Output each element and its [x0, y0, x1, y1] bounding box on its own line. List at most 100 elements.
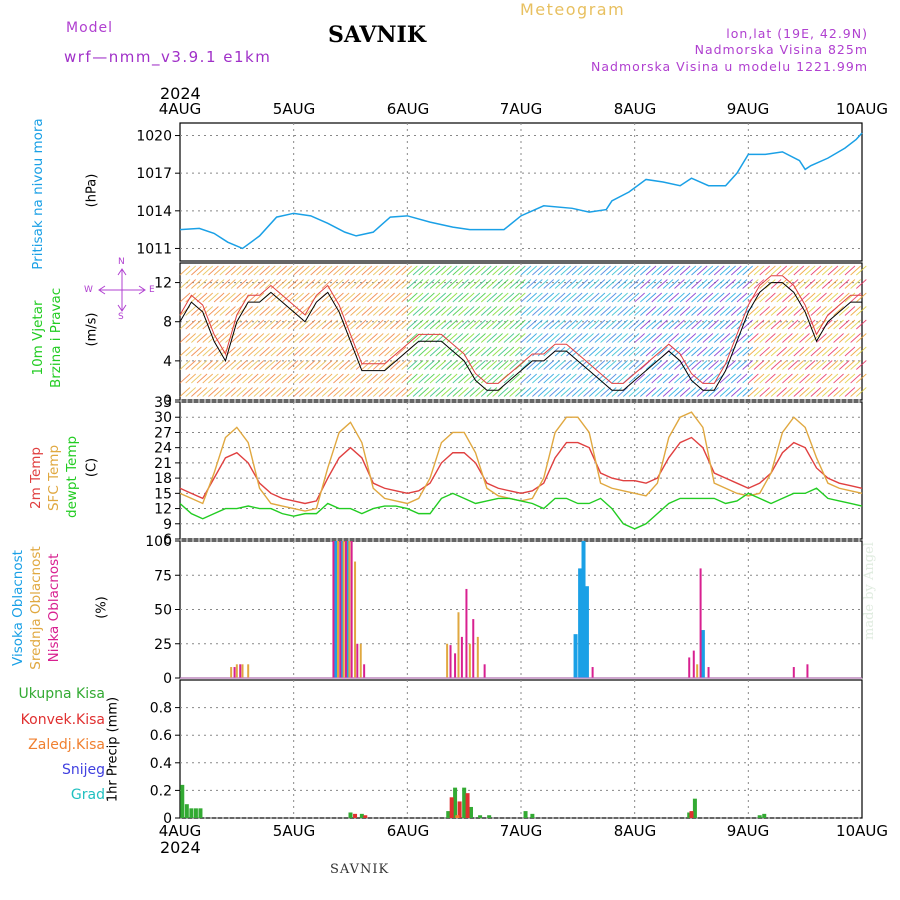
wind-barb — [702, 265, 714, 276]
wind-barb — [748, 306, 759, 316]
wind-barb — [668, 279, 680, 289]
wind-barb — [617, 292, 628, 303]
wind-barb — [338, 333, 350, 343]
wind-barb — [236, 265, 248, 276]
wind-barb — [702, 333, 714, 343]
y-tick-label: 12 — [154, 276, 172, 292]
wind-barb — [196, 360, 208, 370]
wind-barb — [355, 319, 367, 330]
wind-barb — [782, 306, 793, 316]
precip-bar — [180, 784, 185, 818]
wind-barb — [253, 279, 265, 289]
cloud-bar — [235, 664, 238, 678]
wind-barb — [753, 306, 765, 316]
wind-barb — [736, 333, 748, 343]
wind-barb — [583, 265, 594, 276]
wind-barb — [492, 373, 503, 384]
wind-barb — [713, 265, 725, 276]
wind-barb — [401, 333, 412, 343]
wind-barb — [816, 265, 827, 276]
model-label: Model — [66, 20, 114, 36]
wind-barb — [668, 346, 680, 357]
wind-barb — [515, 319, 526, 330]
wind-barb — [389, 387, 401, 397]
x-tick-top: 7AUG — [499, 100, 543, 118]
wind-barb — [230, 265, 242, 276]
wind-barb — [253, 319, 265, 330]
wind-barb — [804, 279, 816, 289]
wind-barb — [242, 360, 253, 370]
wind-barb — [503, 387, 515, 397]
x-tick-top: 8AUG — [613, 100, 657, 118]
wind-barb — [247, 360, 259, 370]
wind-barb — [384, 333, 395, 343]
wind-barb — [583, 279, 594, 289]
y-tick-label: 25 — [154, 637, 172, 653]
wind-barb — [179, 387, 191, 397]
wind-barb — [759, 292, 771, 303]
wind-barb — [850, 360, 861, 370]
wind-barb — [532, 265, 543, 276]
wind-barb — [594, 279, 606, 289]
wind-barb — [799, 333, 810, 343]
wind-barb — [316, 306, 327, 316]
cloud-bar — [692, 650, 695, 678]
wind-barb — [787, 346, 799, 357]
wind-barb — [327, 373, 339, 384]
wind-barb — [668, 387, 680, 397]
wind-barb — [765, 319, 776, 330]
wind-barb — [730, 265, 742, 276]
x-tick-bottom: 9AUG — [726, 822, 770, 840]
wind-barb — [486, 360, 498, 370]
wind-barb — [543, 319, 555, 330]
wind-barb — [793, 265, 805, 276]
wind-barb — [270, 387, 282, 397]
wind-barb — [645, 373, 657, 384]
wind-barb — [577, 333, 589, 343]
wind-barb — [833, 387, 844, 397]
y-tick-label: 33 — [154, 395, 172, 411]
wind-barb — [736, 319, 748, 330]
wind-barb — [213, 292, 225, 303]
wind-barb — [566, 319, 577, 330]
wind-barb — [560, 279, 572, 289]
wind-barb — [395, 333, 407, 343]
station-title: SAVNIK — [328, 22, 426, 48]
wind-barb — [401, 373, 412, 384]
wind-barb — [361, 373, 373, 384]
wind-barb — [446, 387, 458, 397]
wind-barb — [355, 306, 367, 316]
wind-barb — [304, 333, 316, 343]
wind-barb — [583, 319, 594, 330]
wind-barb — [679, 306, 691, 316]
wind-barb — [230, 279, 242, 289]
wind-barb — [799, 279, 810, 289]
wind-barb — [657, 319, 668, 330]
wind-barb — [458, 333, 469, 343]
wind-barb — [361, 346, 373, 357]
wind-barb — [281, 292, 293, 303]
wind-barb — [645, 292, 657, 303]
wind-barb — [696, 292, 708, 303]
wind-barb — [719, 292, 731, 303]
wind-barb — [827, 333, 839, 343]
wind-barb — [395, 279, 407, 289]
wind-barb — [452, 292, 464, 303]
wind-barb — [310, 279, 322, 289]
wind-barb — [628, 346, 640, 357]
cloud-bar — [476, 636, 479, 678]
x-tick-bottom: 4AUG — [158, 822, 202, 840]
wind-barb — [821, 292, 833, 303]
wind-barb — [486, 373, 498, 384]
wind-barb — [378, 265, 390, 276]
cloud-bar — [578, 568, 583, 678]
wind-barb — [503, 292, 515, 303]
wind-barb — [765, 333, 776, 343]
wind-barb — [793, 346, 805, 357]
wind-barb — [412, 265, 424, 276]
wind-barb — [628, 319, 640, 330]
wind-barb — [191, 387, 202, 397]
wind-barb — [497, 265, 509, 276]
wind-barb — [713, 319, 725, 330]
wind-barb — [293, 387, 304, 397]
